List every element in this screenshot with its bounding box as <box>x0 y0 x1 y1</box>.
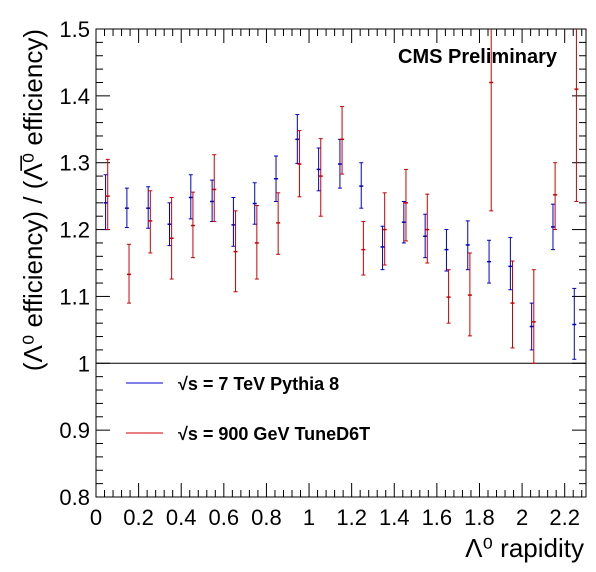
data-point <box>338 139 342 188</box>
data-point <box>466 221 470 270</box>
data-point <box>253 183 257 224</box>
data-point <box>551 204 555 249</box>
data-point <box>106 159 110 229</box>
y-tick-label: 1.4 <box>59 84 90 109</box>
legend: √s = 7 TeV Pythia 8 √s = 900 GeV TuneD6T <box>126 374 370 444</box>
data-point <box>383 193 387 265</box>
y-axis-label: (Λ⁰ efficiency) / (Λ̅⁰ efficiency) <box>18 29 48 371</box>
data-point <box>553 163 557 230</box>
data-point <box>189 175 193 219</box>
series-tuned6t-900gev <box>106 29 579 363</box>
chart-annotation: CMS Preliminary <box>398 46 558 68</box>
data-point <box>255 206 259 280</box>
data-point <box>447 270 451 323</box>
data-point <box>423 214 427 257</box>
series-pythia8-7tev <box>104 115 577 360</box>
y-tick-label: 1.3 <box>59 151 90 176</box>
x-tick-label: 0.2 <box>123 505 154 530</box>
data-point <box>319 139 323 217</box>
data-point <box>212 155 216 222</box>
x-tick-label: 1.4 <box>379 505 410 530</box>
y-tick-label: 1.5 <box>59 17 90 42</box>
data-point <box>532 270 536 364</box>
data-point <box>468 253 472 336</box>
x-tick-label: 2.2 <box>549 505 580 530</box>
data-point <box>511 261 515 348</box>
data-series <box>104 29 579 363</box>
data-point <box>148 191 152 253</box>
x-axis-label: Λ⁰ rapidity <box>465 533 584 563</box>
data-point <box>402 201 406 242</box>
data-point <box>191 192 195 258</box>
data-point <box>574 29 578 201</box>
data-point <box>231 197 235 246</box>
x-tick-label: 0 <box>90 505 102 530</box>
data-point <box>530 303 534 350</box>
data-point <box>317 148 321 191</box>
x-tick-label: 0.4 <box>166 505 197 530</box>
data-point <box>146 187 150 228</box>
data-point <box>425 194 429 263</box>
data-point <box>168 203 172 246</box>
data-point <box>104 175 108 230</box>
data-point <box>210 180 214 221</box>
data-point <box>487 240 491 283</box>
data-point <box>572 288 576 359</box>
data-point <box>274 156 278 201</box>
y-tick-label: 0.8 <box>59 485 90 510</box>
data-point <box>404 169 408 241</box>
data-point <box>508 238 512 290</box>
data-point <box>444 230 448 271</box>
data-point <box>234 211 238 292</box>
data-point <box>125 188 129 227</box>
data-point <box>170 197 174 279</box>
x-tick-label: 1.2 <box>336 505 367 530</box>
data-point <box>295 115 299 164</box>
x-tick-label: 2 <box>516 505 528 530</box>
data-point <box>359 163 363 208</box>
y-tick-label: 1.2 <box>59 218 90 243</box>
data-point <box>276 193 280 255</box>
x-tick-label: 1 <box>303 505 315 530</box>
tick-labels: 0 0.2 0.4 0.6 0.8 1 1.2 1.4 1.6 1.8 2 2.2 0.8 0.9 1 1.1… <box>59 17 580 530</box>
x-tick-label: 1.6 <box>422 505 453 530</box>
x-tick-label: 0.6 <box>209 505 240 530</box>
data-point <box>127 244 131 303</box>
y-tick-label: 1.1 <box>59 284 90 309</box>
legend-entry: √s = 7 TeV Pythia 8 <box>178 374 339 394</box>
data-point <box>361 222 365 275</box>
legend-entry: √s = 900 GeV TuneD6T <box>178 424 370 444</box>
x-tick-label: 1.8 <box>464 505 495 530</box>
data-point <box>297 131 301 197</box>
y-tick-label: 0.9 <box>59 418 90 443</box>
data-point <box>381 226 385 269</box>
y-tick-label: 1 <box>78 351 90 376</box>
x-tick-label: 0.8 <box>251 505 282 530</box>
